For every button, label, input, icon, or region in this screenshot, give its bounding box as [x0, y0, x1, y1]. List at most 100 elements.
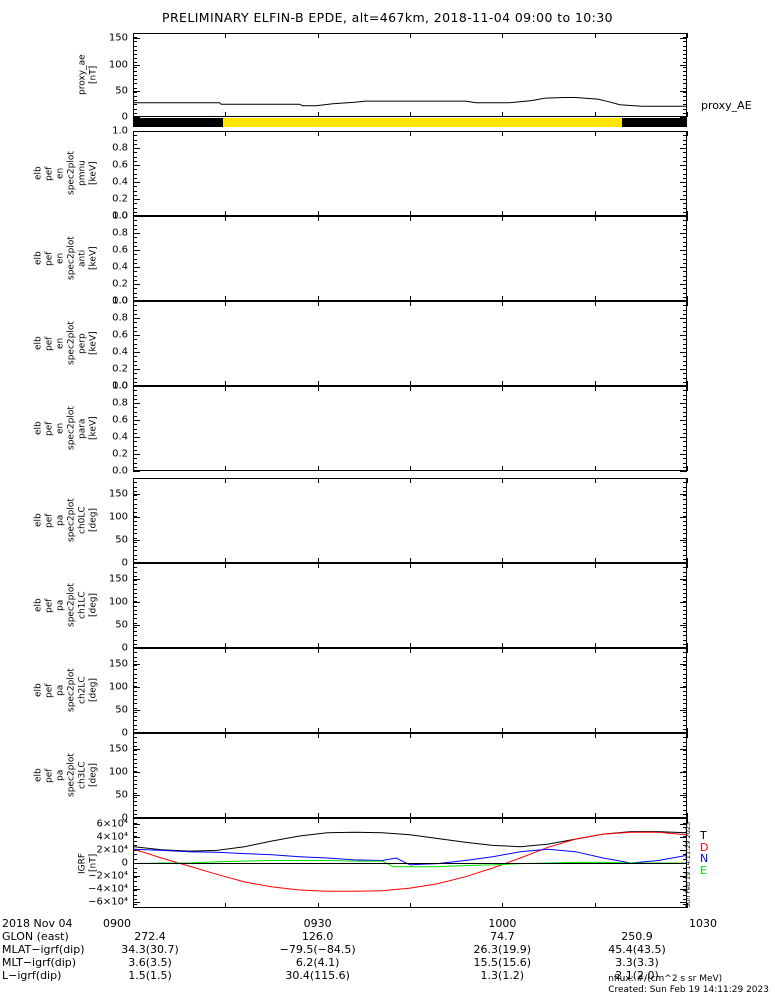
x-tick-mark — [502, 728, 504, 733]
x-tick-mark — [133, 381, 134, 386]
y-tick-mark — [133, 710, 140, 712]
y-minor-tick — [683, 707, 687, 709]
y-minor-tick — [683, 605, 687, 607]
y-minor-tick — [133, 597, 137, 598]
igrf-zero-line — [134, 863, 686, 864]
y-minor-tick — [683, 199, 687, 200]
x-tick-mark — [594, 381, 596, 386]
y-axis-label-line: ch3LC — [77, 761, 88, 790]
y-minor-tick — [683, 160, 687, 162]
y-minor-tick — [683, 622, 687, 624]
y-minor-tick — [683, 441, 687, 443]
y-minor-tick — [683, 377, 687, 379]
x-tick-mark — [225, 643, 227, 648]
y-minor-tick — [683, 771, 687, 773]
y-minor-tick — [133, 711, 137, 713]
y-minor-tick — [133, 876, 137, 878]
y-tick-label: 50 — [115, 619, 128, 631]
y-minor-tick — [133, 49, 137, 51]
y-minor-tick — [133, 694, 137, 696]
y-minor-tick — [683, 70, 687, 72]
y-tick-mark — [133, 850, 140, 852]
y-axis-label: elb pef en spec2plot pmnu [keV] — [33, 131, 99, 216]
y-minor-tick — [683, 694, 687, 696]
y-axis-label-line: pmnu — [77, 160, 88, 187]
x-tick-mark — [687, 216, 688, 221]
x-tick-mark — [317, 33, 319, 38]
y-minor-tick — [683, 665, 687, 666]
y-minor-tick — [133, 96, 137, 97]
xaxis-lshell-value: 1.5(1.5) — [128, 969, 172, 982]
footer-block: nflux: #/(cm^2 s sr MeV) Created: Sun Fe… — [608, 974, 769, 996]
y-minor-tick — [133, 288, 137, 290]
xaxis-mlt-value: 3.6(3.5) — [128, 956, 172, 969]
y-minor-tick — [683, 849, 687, 851]
y-minor-tick — [133, 486, 137, 488]
x-tick-mark — [317, 301, 319, 306]
y-minor-tick — [683, 437, 687, 438]
x-tick-mark — [133, 386, 134, 391]
x-tick-mark — [225, 903, 227, 908]
y-tick-label: 0.2 — [112, 363, 128, 375]
y-minor-tick — [683, 575, 687, 577]
y-minor-tick — [683, 373, 687, 375]
x-tick-mark — [594, 813, 596, 818]
y-axis-label-line: [deg] — [88, 678, 99, 703]
x-tick-mark — [317, 648, 319, 653]
x-tick-mark — [594, 211, 596, 216]
y-minor-tick — [133, 364, 137, 366]
x-tick-mark — [225, 733, 227, 738]
x-tick-mark — [225, 813, 227, 818]
y-minor-tick — [133, 398, 137, 400]
y-minor-tick — [683, 597, 687, 598]
y-minor-tick — [683, 104, 687, 106]
x-tick-mark — [502, 112, 504, 117]
x-tick-mark — [410, 733, 411, 738]
y-axis-label: elb pef pa spec2plot ch1LC [deg] — [33, 563, 99, 648]
x-tick-mark — [133, 813, 134, 818]
y-minor-tick — [133, 788, 137, 790]
y-minor-tick — [133, 673, 137, 675]
y-tick-mark — [680, 710, 687, 712]
x-tick-mark — [133, 211, 134, 216]
x-tick-mark — [225, 301, 227, 306]
x-tick-mark — [594, 131, 596, 136]
y-minor-tick — [133, 724, 137, 726]
x-tick-mark — [225, 558, 227, 563]
y-minor-tick — [133, 83, 137, 85]
y-minor-tick — [683, 420, 687, 421]
y-minor-tick — [683, 339, 687, 341]
y-minor-tick — [683, 83, 687, 85]
x-tick-mark — [225, 466, 227, 471]
y-minor-tick — [133, 567, 137, 569]
y-minor-tick — [133, 420, 137, 421]
x-tick-mark — [687, 563, 688, 568]
y-tick-mark — [680, 494, 687, 496]
y-tick-mark — [680, 772, 687, 774]
y-minor-tick — [133, 381, 137, 383]
x-tick-mark — [594, 386, 596, 391]
y-minor-tick — [133, 762, 137, 764]
y-minor-tick — [133, 890, 137, 891]
x-tick-mark — [317, 818, 319, 823]
y-minor-tick — [683, 490, 687, 492]
y-minor-tick — [133, 330, 137, 332]
y-minor-tick — [133, 660, 137, 662]
x-tick-mark — [225, 131, 227, 136]
status-bar-segment-off — [133, 118, 224, 127]
y-minor-tick — [683, 356, 687, 358]
y-minor-tick — [133, 745, 137, 747]
y-tick-mark — [133, 579, 140, 581]
x-tick-mark — [502, 733, 504, 738]
y-minor-tick — [683, 58, 687, 60]
x-tick-mark — [502, 131, 504, 136]
x-tick-mark — [225, 818, 227, 823]
y-tick-label: 0.4 — [112, 346, 128, 358]
y-axis-label: elb pef pa spec2plot ch3LC [deg] — [33, 733, 99, 818]
y-minor-tick — [683, 165, 687, 166]
y-minor-tick — [683, 524, 687, 526]
y-minor-tick — [683, 335, 687, 336]
x-tick-mark — [687, 643, 688, 648]
y-minor-tick — [133, 728, 137, 730]
y-axis-label-line: para — [77, 418, 88, 439]
